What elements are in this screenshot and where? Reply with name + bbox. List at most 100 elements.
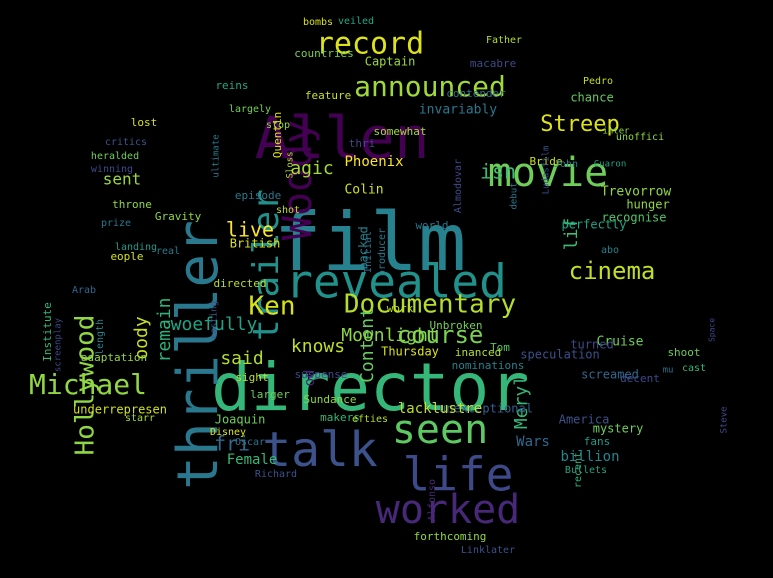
word-invariably: invariably [419, 103, 497, 118]
word-od: od [302, 370, 318, 387]
word-lacklustre: lacklustre [398, 401, 482, 417]
word-life: life [403, 448, 514, 502]
word-ken: Ken [249, 292, 296, 322]
word-shoot: shoot [667, 346, 700, 359]
word-trevorrow: Trevorrow [601, 185, 672, 200]
word-heralded: heralded [91, 151, 139, 162]
word-speculation: speculation [520, 348, 599, 362]
word-episode: episode [235, 189, 281, 202]
word-sent: sent [103, 170, 142, 189]
word-screamed: screamed [581, 368, 639, 382]
word-recognise: recognise [601, 211, 666, 225]
word-forthcoming: forthcoming [414, 530, 487, 543]
word-content: Content [357, 307, 378, 383]
word-lost: lost [131, 116, 158, 129]
word-knows: knows [291, 336, 345, 357]
word-streep: Streep [540, 112, 619, 137]
word-course: course [397, 321, 484, 349]
word-agic: agic [290, 158, 333, 179]
word-institute: Institute [41, 302, 54, 362]
word-ludasfilm: Ludasfilm [542, 146, 552, 195]
word-cuaron: Cuaron [594, 160, 627, 170]
word-remain: remain [154, 297, 175, 362]
word-casting: casting [210, 301, 220, 339]
word-prize: prize [101, 218, 131, 229]
word-inanced: inanced [455, 346, 501, 359]
word-colin: Colin [344, 183, 383, 198]
word-talk: talk [262, 422, 378, 478]
word-sight: sight [235, 371, 268, 384]
word-underrepresen: underrepresen [73, 403, 167, 417]
word-reins: reins [215, 79, 248, 92]
word-larger: larger [250, 388, 290, 401]
word-sloss: Sloss [286, 151, 296, 178]
word-makers: makers [320, 411, 360, 424]
word-movie: movie [488, 150, 608, 196]
word-backed: backed [357, 226, 371, 269]
word-said: said [220, 348, 263, 369]
word-suspense: suspense [295, 368, 348, 381]
word-thri: thri [349, 137, 376, 150]
word-bombs: bombs [303, 17, 333, 28]
word-recent: recent [573, 452, 584, 488]
word-efties: efties [352, 414, 388, 425]
word-announced: announced [354, 70, 506, 103]
word-turned: turned [570, 338, 613, 352]
word-live: live [226, 218, 274, 242]
word-tom: Tom [490, 341, 510, 354]
word-billion: billion [560, 449, 619, 465]
word-veiled: veiled [338, 16, 374, 27]
word-ultimate: ultimate [212, 134, 222, 177]
word-critics: critics [105, 137, 147, 148]
word-steve: Steve [720, 406, 730, 433]
word-oscar: Oscar [235, 437, 265, 448]
word-screenplay: screenplay [54, 317, 64, 372]
word-space: Space [708, 318, 717, 342]
word-director: director [211, 349, 529, 426]
word-revealed: revealed [285, 255, 507, 309]
word-unexceptional: unexceptional [439, 402, 533, 416]
word-thursday: Thursday [381, 345, 439, 359]
word-bride: Bride [529, 155, 562, 168]
word-decent: decent [620, 372, 660, 385]
word-cruise: Cruise [597, 335, 644, 350]
word-stop: stop [266, 120, 290, 131]
word-landing: landing [115, 242, 157, 253]
word-macabre: macabre [470, 57, 516, 70]
word-throne: throne [112, 198, 152, 211]
word-isn: isn [480, 160, 516, 184]
word-female: Female [227, 452, 278, 468]
word-cast: cast [682, 363, 706, 374]
word-wars: Wars [516, 434, 550, 450]
word-producer: producer [377, 228, 388, 276]
word-mystery: mystery [593, 422, 644, 436]
word-chance: chance [570, 91, 613, 105]
word-meryl: Meryl [511, 375, 532, 429]
word-documentary: Documentary [344, 290, 516, 320]
word-world: world [415, 219, 448, 232]
word-unoffici: unoffici [616, 132, 664, 143]
word-length: length [95, 319, 106, 355]
word-bullets: Bullets [565, 465, 607, 476]
word-sundance: Sundance [304, 393, 357, 406]
word-john: John [554, 159, 578, 170]
word-linklater: Linklater [461, 545, 515, 556]
word-debut: debut [510, 182, 520, 209]
word-quentin: Quentin [271, 112, 284, 158]
word-contender: contender [446, 87, 506, 100]
word-phoenix: Phoenix [344, 154, 403, 170]
word-perfectly: perfectly [561, 218, 626, 232]
word-disney: Disney [210, 427, 246, 438]
word-hollywood: Hollywood [71, 315, 101, 456]
word-worked: worked [376, 487, 521, 533]
word-joaquin: Joaquin [215, 413, 266, 427]
word-fri: fri [214, 432, 250, 456]
word-real: real [156, 246, 180, 257]
word-lif: lif [561, 218, 582, 251]
word-oody: oody [131, 316, 152, 360]
word-alfonso: Alfonso [427, 479, 438, 521]
word-allen: Allen [255, 104, 430, 172]
word-film: film [274, 196, 467, 289]
word-woefully: woefully [171, 314, 258, 335]
word-feature: feature [305, 89, 351, 102]
